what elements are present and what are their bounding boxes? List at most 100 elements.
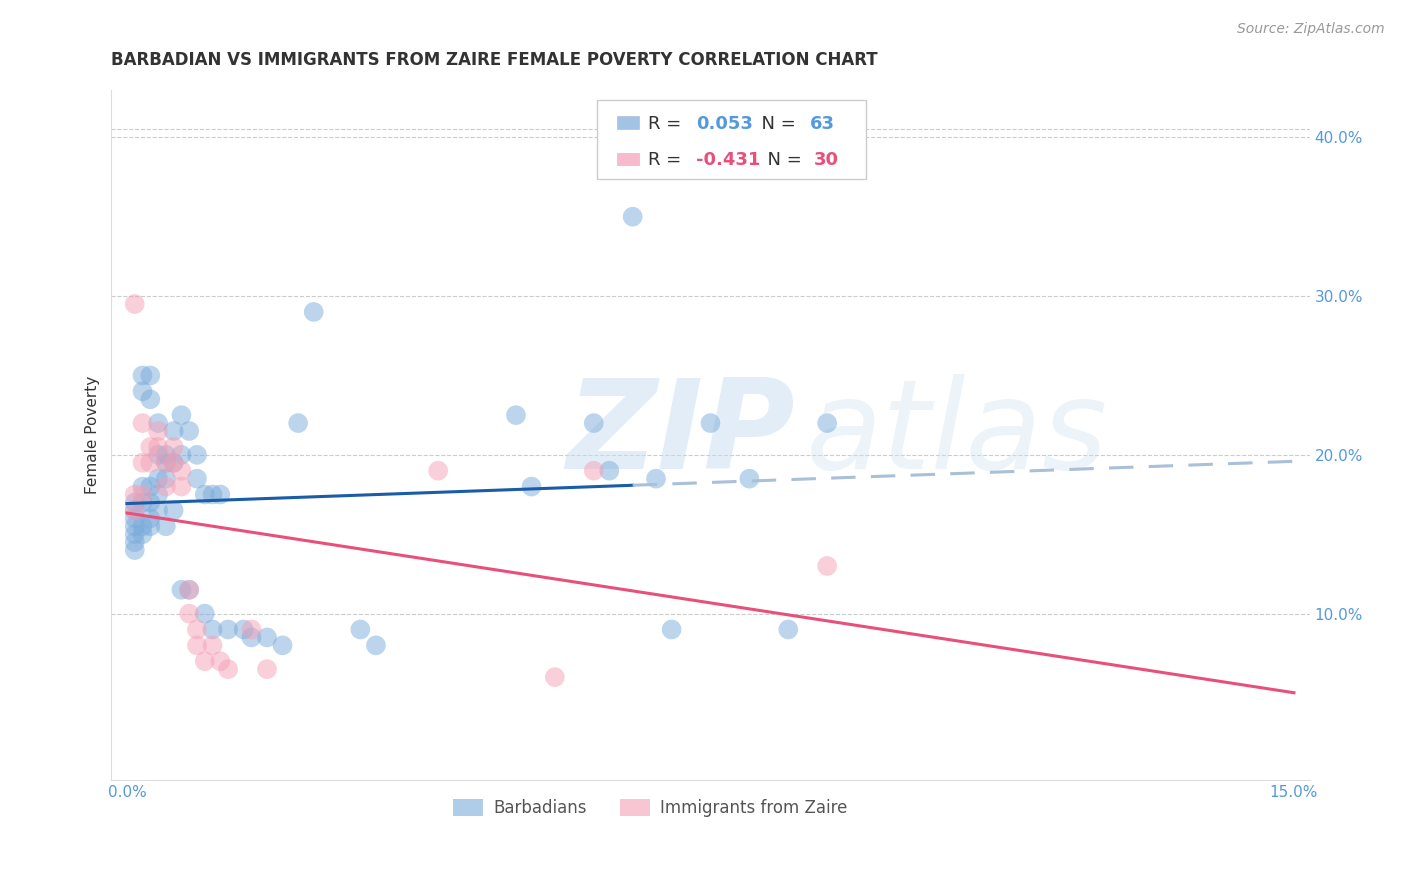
Point bbox=[124, 495, 146, 509]
Point bbox=[217, 662, 239, 676]
Point bbox=[738, 472, 761, 486]
Point bbox=[163, 503, 186, 517]
Point bbox=[155, 472, 177, 486]
Text: R =: R = bbox=[648, 151, 688, 169]
Point bbox=[179, 607, 201, 621]
Point bbox=[146, 472, 169, 486]
Text: ZIP: ZIP bbox=[567, 375, 796, 495]
Point bbox=[186, 448, 208, 462]
Y-axis label: Female Poverty: Female Poverty bbox=[86, 376, 100, 494]
Point bbox=[170, 582, 193, 597]
Point bbox=[815, 416, 838, 430]
Point bbox=[544, 670, 567, 684]
Text: -0.431: -0.431 bbox=[696, 151, 761, 169]
Point bbox=[139, 368, 162, 383]
Point bbox=[131, 527, 153, 541]
Text: 30: 30 bbox=[814, 151, 838, 169]
Point bbox=[146, 448, 169, 462]
Text: 0.053: 0.053 bbox=[696, 115, 754, 133]
Point bbox=[124, 297, 146, 311]
Point bbox=[170, 448, 193, 462]
Point bbox=[194, 607, 217, 621]
Point bbox=[155, 456, 177, 470]
Point bbox=[217, 623, 239, 637]
Point bbox=[201, 487, 224, 501]
Point bbox=[256, 631, 278, 645]
Point bbox=[240, 623, 263, 637]
Point bbox=[131, 384, 153, 399]
Point bbox=[287, 416, 309, 430]
Point bbox=[505, 408, 527, 422]
Point bbox=[699, 416, 721, 430]
Point bbox=[170, 464, 193, 478]
Point bbox=[131, 368, 153, 383]
Point bbox=[427, 464, 450, 478]
Point bbox=[146, 440, 169, 454]
Point bbox=[349, 623, 371, 637]
Point bbox=[364, 638, 387, 652]
FancyBboxPatch shape bbox=[596, 100, 866, 179]
Point bbox=[124, 535, 146, 549]
Point bbox=[302, 305, 325, 319]
Text: N =: N = bbox=[749, 115, 801, 133]
Bar bbox=[617, 116, 638, 128]
Point bbox=[146, 424, 169, 438]
Point bbox=[179, 582, 201, 597]
Point bbox=[271, 638, 294, 652]
Point bbox=[139, 495, 162, 509]
Point bbox=[139, 456, 162, 470]
Point bbox=[139, 511, 162, 525]
Point bbox=[645, 472, 668, 486]
Point bbox=[815, 558, 838, 573]
Point bbox=[155, 519, 177, 533]
Point bbox=[170, 408, 193, 422]
Point bbox=[131, 416, 153, 430]
Point bbox=[209, 487, 232, 501]
Point bbox=[124, 503, 146, 517]
Point bbox=[131, 487, 153, 501]
Point bbox=[582, 464, 605, 478]
Point bbox=[201, 638, 224, 652]
Point bbox=[163, 424, 186, 438]
Point bbox=[124, 527, 146, 541]
Point bbox=[131, 480, 153, 494]
Point bbox=[124, 519, 146, 533]
Point bbox=[194, 654, 217, 668]
Point bbox=[146, 416, 169, 430]
Text: N =: N = bbox=[756, 151, 807, 169]
Point bbox=[598, 464, 620, 478]
Point bbox=[186, 623, 208, 637]
Point bbox=[582, 416, 605, 430]
Point bbox=[139, 519, 162, 533]
Point bbox=[131, 456, 153, 470]
Legend: Barbadians, Immigrants from Zaire: Barbadians, Immigrants from Zaire bbox=[447, 792, 855, 824]
Point bbox=[155, 456, 177, 470]
Point bbox=[661, 623, 683, 637]
Point bbox=[186, 472, 208, 486]
Point bbox=[131, 519, 153, 533]
Text: atlas: atlas bbox=[806, 375, 1108, 495]
Point bbox=[124, 511, 146, 525]
Text: 63: 63 bbox=[810, 115, 835, 133]
Point bbox=[520, 480, 543, 494]
Point bbox=[131, 495, 153, 509]
Point bbox=[194, 487, 217, 501]
Point bbox=[124, 487, 146, 501]
Text: Source: ZipAtlas.com: Source: ZipAtlas.com bbox=[1237, 22, 1385, 37]
Point bbox=[155, 480, 177, 494]
Point bbox=[139, 440, 162, 454]
Point bbox=[163, 440, 186, 454]
Point bbox=[163, 456, 186, 470]
Point bbox=[139, 392, 162, 407]
Point bbox=[179, 582, 201, 597]
Point bbox=[179, 424, 201, 438]
Point bbox=[201, 623, 224, 637]
Point bbox=[170, 480, 193, 494]
Point bbox=[155, 448, 177, 462]
Point bbox=[146, 487, 169, 501]
Point bbox=[256, 662, 278, 676]
Point bbox=[124, 543, 146, 558]
Point bbox=[124, 503, 146, 517]
Text: BARBADIAN VS IMMIGRANTS FROM ZAIRE FEMALE POVERTY CORRELATION CHART: BARBADIAN VS IMMIGRANTS FROM ZAIRE FEMAL… bbox=[111, 51, 877, 69]
Text: R =: R = bbox=[648, 115, 688, 133]
